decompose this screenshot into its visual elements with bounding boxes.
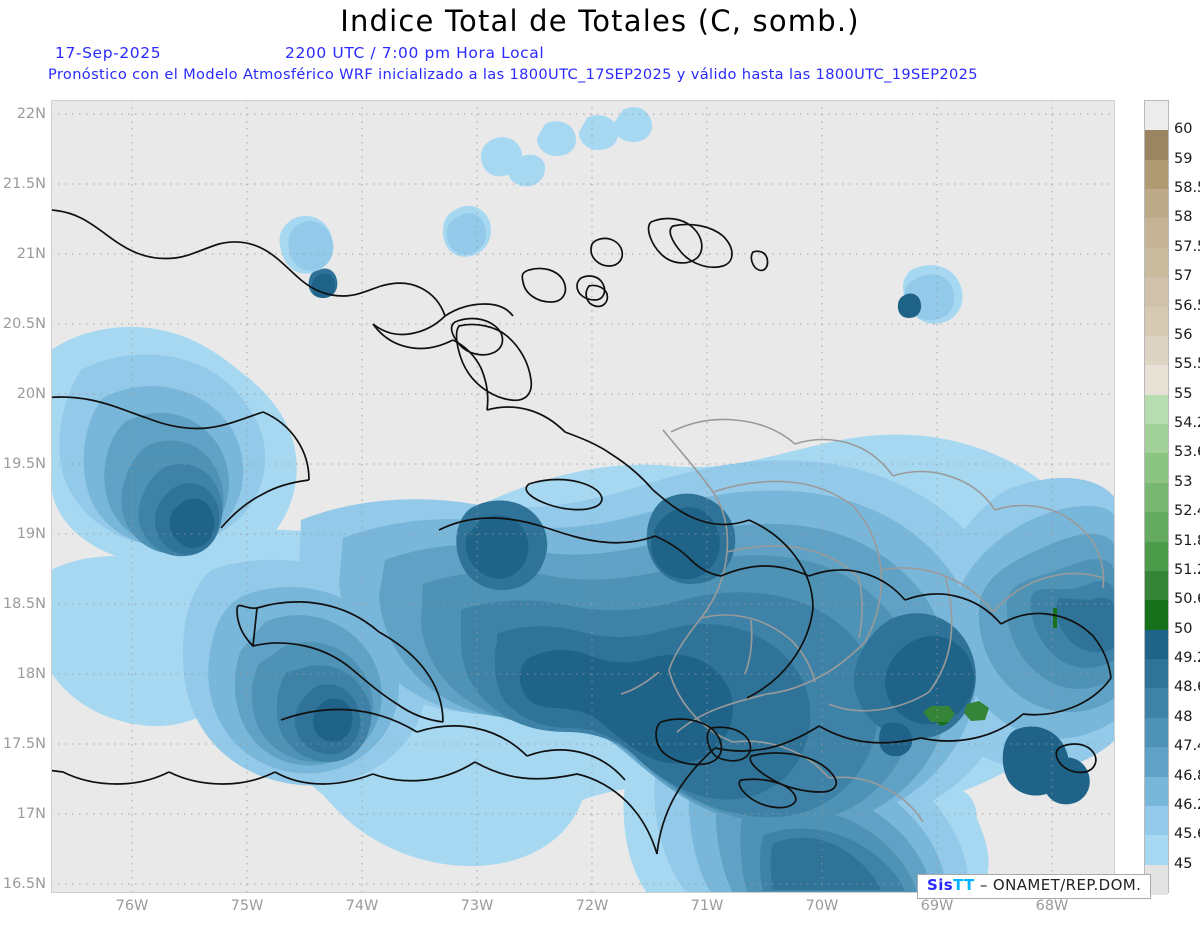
colorbar-cell <box>1145 130 1168 161</box>
tt-shading-layer <box>51 107 1115 893</box>
y-tick-label: 21N <box>16 246 46 262</box>
colorbar-cell <box>1145 189 1168 220</box>
y-tick-label: 17.5N <box>2 736 46 752</box>
colorbar-cell <box>1145 512 1168 543</box>
legend-org-text: – ONAMET/REP.DOM. <box>979 876 1142 894</box>
x-tick-label: 71W <box>690 898 724 914</box>
subtitle-row: 17-Sep-2025 2200 UTC / 7:00 pm Hora Loca… <box>0 44 1200 66</box>
colorbar-cell <box>1145 365 1168 396</box>
x-tick-label: 70W <box>805 898 839 914</box>
colorbar-tick-label: 48 <box>1174 708 1193 725</box>
x-tick-label: 74W <box>345 898 379 914</box>
colorbar-tick-label: 47.4 <box>1174 738 1200 755</box>
colorbar-tick-label: 51.2 <box>1174 561 1200 578</box>
page-title: Indice Total de Totales (C, somb.) <box>340 4 860 38</box>
colorbar-cell <box>1145 247 1168 278</box>
colorbar-cell <box>1145 306 1168 337</box>
map-plot-area <box>51 100 1115 893</box>
colorbar-cell <box>1145 600 1168 631</box>
colorbar-cell <box>1145 570 1168 601</box>
grid-lines <box>51 100 1115 893</box>
x-tick-label: 72W <box>575 898 609 914</box>
colorbar-tick-label: 55 <box>1174 385 1193 402</box>
y-tick-label: 21.5N <box>2 176 46 192</box>
y-tick-label: 17N <box>16 806 46 822</box>
y-tick-label: 20.5N <box>2 316 46 332</box>
colorbar-cell <box>1145 101 1168 131</box>
colorbar-tick-label: 55.5 <box>1174 356 1200 373</box>
colorbar-tick-label: 58 <box>1174 209 1193 226</box>
colorbar-cell <box>1145 688 1168 719</box>
colorbar-tick-label: 51.8 <box>1174 532 1200 549</box>
legend-sis-text: Sis <box>927 876 954 894</box>
colorbar-cell <box>1145 747 1168 778</box>
colorbar-tick-label: 50 <box>1174 620 1193 637</box>
colorbar-cell <box>1145 717 1168 748</box>
colorbar <box>1144 100 1169 895</box>
forecast-date: 17-Sep-2025 <box>55 44 162 62</box>
colorbar-cell <box>1145 835 1168 866</box>
y-tick-label: 19.5N <box>2 456 46 472</box>
forecast-time: 2200 UTC / 7:00 pm Hora Local <box>285 44 545 62</box>
x-tick-label: 75W <box>230 898 264 914</box>
map-canvas <box>51 100 1115 893</box>
colorbar-tick-label: 57.5 <box>1174 238 1200 255</box>
colorbar-tick-label: 52.4 <box>1174 503 1200 520</box>
y-tick-label: 18N <box>16 666 46 682</box>
y-tick-label: 20N <box>16 386 46 402</box>
colorbar-tick-label: 54.2 <box>1174 415 1200 432</box>
x-tick-label: 76W <box>115 898 149 914</box>
colorbar-tick-label: 48.6 <box>1174 679 1200 696</box>
y-tick-label: 18.5N <box>2 596 46 612</box>
colorbar-cell <box>1145 453 1168 484</box>
x-tick-label: 69W <box>920 898 954 914</box>
coastlines <box>51 209 1112 855</box>
colorbar-tick-label: 50.6 <box>1174 591 1200 608</box>
colorbar-tick-label: 56 <box>1174 326 1193 343</box>
colorbar-tick-label: 53.6 <box>1174 444 1200 461</box>
colorbar-tick-label: 60 <box>1174 121 1193 138</box>
y-tick-label: 16.5N <box>2 876 46 892</box>
colorbar-cell <box>1145 541 1168 572</box>
colorbar-tick-label: 45 <box>1174 855 1193 872</box>
colorbar-cell <box>1145 277 1168 308</box>
colorbar-tick-label: 46.8 <box>1174 767 1200 784</box>
x-tick-label: 68W <box>1035 898 1069 914</box>
colorbar-tick-label: 56.5 <box>1174 297 1200 314</box>
colorbar-cell <box>1145 776 1168 807</box>
colorbar-cell <box>1145 805 1168 836</box>
colorbar-tick-label: 45.6 <box>1174 826 1200 843</box>
x-tick-label: 73W <box>460 898 494 914</box>
colorbar-cell <box>1145 335 1168 366</box>
province-boundaries <box>620 418 1105 823</box>
colorbar-cell <box>1145 394 1168 425</box>
colorbar-tick-label: 59 <box>1174 150 1193 167</box>
attribution-legend: SisTT – ONAMET/REP.DOM. <box>917 874 1152 899</box>
colorbar-cell <box>1145 629 1168 660</box>
colorbar-cell <box>1145 482 1168 513</box>
colorbar-tick-label: 57 <box>1174 268 1193 285</box>
colorbar-tick-label: 49.2 <box>1174 650 1200 667</box>
colorbar-cell <box>1145 659 1168 689</box>
colorbar-tick-label: 58.5 <box>1174 180 1200 197</box>
colorbar-tick-label: 46.2 <box>1174 796 1200 813</box>
colorbar-tick-label: 53 <box>1174 473 1193 490</box>
colorbar-cell <box>1145 424 1168 455</box>
model-note: Pronóstico con el Modelo Atmosférico WRF… <box>48 66 978 83</box>
y-tick-label: 22N <box>16 106 46 122</box>
colorbar-cell <box>1145 218 1168 249</box>
y-tick-label: 19N <box>16 526 46 542</box>
legend-tt-text: TT <box>953 876 975 894</box>
colorbar-cell <box>1145 159 1168 190</box>
